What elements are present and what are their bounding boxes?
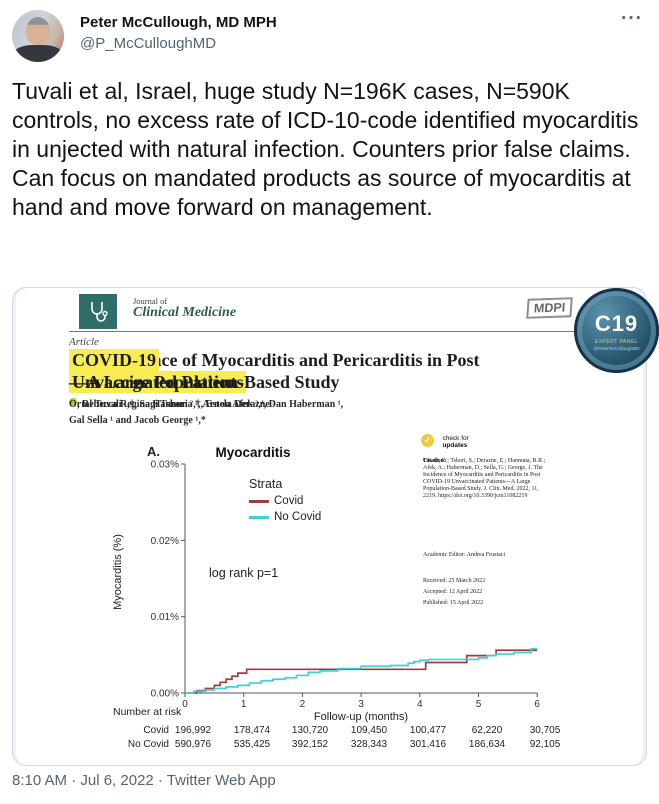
badge-handle: @PeterMcCulloughMD <box>593 345 640 351</box>
legend-label-no-covid: No Covid <box>274 511 322 523</box>
legend-item-no-covid: No Covid <box>249 511 359 523</box>
title-text: The Incidence of Myocarditis and Pericar… <box>69 350 480 370</box>
authors-line1a: Ortal Tuvali ¹,†, Sagi Tshori ²,†, Estel… <box>69 399 276 410</box>
academic-editor: Academic Editor: Andrea Frustaci <box>423 552 506 558</box>
author-list: Ortal Tuvali ¹,†, Sagi Tshori ²,†, Estel… <box>69 398 614 426</box>
svg-text:0.01%: 0.01% <box>151 612 179 623</box>
badge-subtitle: EXPERT PANEL <box>594 338 639 345</box>
risk-value: 178,474 <box>233 725 271 736</box>
orcid-icon <box>69 398 77 406</box>
risk-row-label: Covid <box>143 725 169 736</box>
journal-logo <box>79 294 117 329</box>
chart-title: Myocarditis <box>215 445 291 460</box>
svg-text:0: 0 <box>182 699 188 710</box>
risk-value: 301,416 <box>409 739 447 750</box>
check-updates-line1: check for <box>442 435 469 442</box>
y-axis-label: Myocarditis (%) <box>112 534 124 610</box>
covid-line-swatch <box>249 499 269 503</box>
legend-title: Strata <box>249 477 283 491</box>
more-options-icon[interactable]: ··· <box>621 8 643 29</box>
title-highlight-covid19: COVID-19 <box>69 349 159 371</box>
check-updates-line2: updates <box>442 442 468 449</box>
svg-text:0.02%: 0.02% <box>151 536 179 547</box>
citation-body: Tuvali, O.; Tshori, S.; Derazne, E.; Han… <box>423 458 546 499</box>
risk-row-label: No Covid <box>127 739 169 750</box>
x-axis-label: Follow-up (months) <box>313 711 409 723</box>
authors-line2: Gal Sella ¹ and Jacob George ¹,* <box>69 415 206 427</box>
embedded-article-image[interactable]: Journal of Clinical Medicine MDPI Articl… <box>12 287 647 766</box>
legend-item-covid: Covid <box>249 495 359 507</box>
title-highlight-unvaccinated: Unvaccinated Patients <box>69 371 247 393</box>
panel-label: A. <box>147 444 160 459</box>
svg-text:3: 3 <box>358 699 364 710</box>
risk-row-no-covid: No Covid 590,976 535,425 392,152 328,343… <box>13 739 646 751</box>
tweet-header: Peter McCullough, MD MPH @P_McCulloughMD… <box>12 8 647 66</box>
title-text-post: —A Large Population-Based Study <box>69 372 340 392</box>
risk-value: 186,634 <box>468 739 506 750</box>
c19-expert-panel-badge: C19 EXPERT PANEL @PeterMcCulloughMD <box>574 288 659 373</box>
risk-value: 109,450 <box>350 725 388 736</box>
kaplan-meier-plot: 0.00% 0.01% 0.02% 0.03% 0 1 2 3 4 5 6 <box>151 460 541 711</box>
legend-label-covid: Covid <box>274 495 304 507</box>
header-divider <box>69 331 593 332</box>
article-title: The Incidence of Myocarditis and Pericar… <box>69 349 614 393</box>
citation-block: Citation: Tuvali, O.; Tshori, S.; Derazn… <box>423 458 549 500</box>
user-handle[interactable]: @P_McCulloughMD <box>80 35 217 52</box>
risk-value: 130,720 <box>291 725 329 736</box>
svg-text:0.03%: 0.03% <box>151 460 179 471</box>
risk-value: 100,477 <box>409 725 447 736</box>
published-date: Published: 15 April 2022 <box>423 600 484 606</box>
risk-value: 590,976 <box>174 739 212 750</box>
number-at-risk-label: Number at risk <box>113 706 182 718</box>
risk-value: 328,343 <box>350 739 388 750</box>
journal-prefix: Journal of <box>133 296 168 306</box>
svg-text:0.00%: 0.00% <box>151 689 179 700</box>
stethoscope-icon <box>91 301 108 322</box>
svg-text:4: 4 <box>417 699 423 710</box>
svg-text:5: 5 <box>476 699 482 710</box>
logrank-annotation: log rank p=1 <box>209 566 279 580</box>
risk-value: 196,992 <box>174 725 212 736</box>
risk-value: 62,220 <box>471 725 503 736</box>
display-name[interactable]: Peter McCullough, MD MPH <box>80 14 277 31</box>
risk-value: 392,152 <box>291 739 329 750</box>
authors-line1b: , Rebecca Regina Hannuna ², Arnon Afek ³… <box>77 399 344 410</box>
tweet-timestamp: 8:10 AM · Jul 6, 2022 · Twitter Web App <box>12 772 276 789</box>
avatar[interactable] <box>12 10 64 62</box>
article-dates: Received: 25 March 2022 Accepted: 12 Apr… <box>423 576 549 609</box>
check-updates-text: check for updates <box>442 435 468 449</box>
risk-value: 535,425 <box>233 739 271 750</box>
badge-title: C19 <box>594 310 639 336</box>
mdpi-logo: MDPI <box>526 297 574 319</box>
tweet-text: Tuvali et al, Israel, huge study N=196K … <box>12 78 645 220</box>
check-for-updates-badge: ✓ check for updates <box>421 434 551 452</box>
risk-row-covid: Covid 196,992 178,474 130,720 109,450 10… <box>13 725 646 737</box>
journal-name: Clinical Medicine <box>133 305 237 320</box>
risk-value: 92,105 <box>529 739 561 750</box>
no-covid-line-swatch <box>249 515 269 519</box>
svg-text:6: 6 <box>534 699 540 710</box>
article-type-label: Article <box>69 336 99 348</box>
svg-text:2: 2 <box>300 699 306 710</box>
risk-value: 30,705 <box>529 725 561 736</box>
received-date: Received: 25 March 2022 <box>423 578 486 584</box>
svg-text:1: 1 <box>241 699 247 710</box>
accepted-date: Accepted: 12 April 2022 <box>423 589 483 595</box>
chart-legend: Strata Covid No Covid <box>239 477 359 523</box>
check-icon: ✓ <box>421 434 434 447</box>
citation-label: Citation: <box>423 458 446 464</box>
